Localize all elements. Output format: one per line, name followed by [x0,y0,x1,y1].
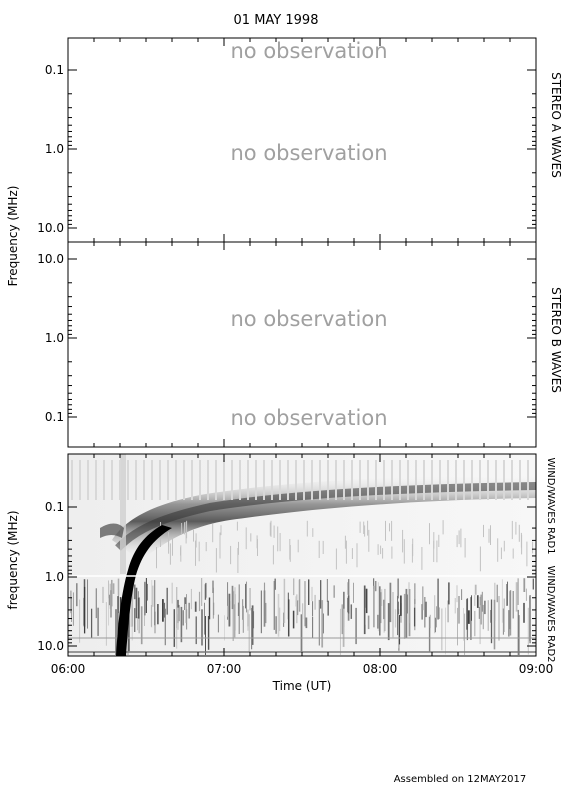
x-axis-label: Time (UT) [272,679,332,693]
panel-b-ytick-2: 0.1 [45,410,64,424]
x-tick-1: 07:00 [207,662,242,676]
burst-smudge [100,523,124,538]
panel-b-status-upper: no observation [230,307,387,331]
x-tick-2: 08:00 [363,662,398,676]
panel-b-side-label: STEREO B WAVES [549,287,563,393]
panel-a-side-label: STEREO A WAVES [549,72,563,178]
panel-wind-y-label: frequency (MHz) [6,510,20,609]
panel-b-status-lower: no observation [230,406,387,430]
rad1-stripes [71,460,534,573]
panel-b-ytick-1: 1.0 [45,331,64,345]
x-axis: 06:00 07:00 08:00 09:00 Time (UT) [51,662,554,693]
panel-b-ytick-0: 10.0 [37,252,64,266]
x-tick-3: 09:00 [519,662,554,676]
panel-a-status-lower: no observation [230,141,387,165]
x-tick-0: 06:00 [51,662,86,676]
panel-wind-ticks [67,454,537,656]
panel-wind-side-label-upper: WIND/WAVES RAD1 [545,457,556,554]
panel-b-ticks [67,242,537,447]
spectrogram [68,454,536,656]
assembled-note: Assembled on 12MAY2017 [394,774,527,785]
panel-a-ticks [67,38,537,242]
panel-a-ytick-1: 1.0 [45,142,64,156]
shared-y-axis-label: Frequency (MHz) [6,186,20,287]
panel-wind-ytick-0: 0.1 [45,500,64,514]
chart-title: 01 MAY 1998 [234,13,319,28]
panel-a-ytick-2: 10.0 [37,221,64,235]
panel-a-ytick-0: 0.1 [45,63,64,77]
panel-a-status-upper: no observation [230,39,387,63]
panel-wind-side-label-lower: WIND/WAVES RAD2 [545,565,556,662]
panel-wind: 0.1 1.0 10.0 frequency (MHz) WIND/WAVES … [6,446,556,663]
type-iii-burst [116,525,172,656]
panel-stereo-b: 10.0 1.0 0.1 no observation no observati… [37,241,563,448]
panel-b-frame [67,241,537,448]
panel-stereo-a: 0.1 1.0 10.0 no observation no observati… [37,37,563,243]
burst-precursor [120,454,126,574]
panel-a-frame [67,37,537,243]
panel-wind-ytick-1: 1.0 [45,570,64,584]
panel-wind-ytick-2: 10.0 [37,639,64,653]
dark-band [112,474,536,560]
